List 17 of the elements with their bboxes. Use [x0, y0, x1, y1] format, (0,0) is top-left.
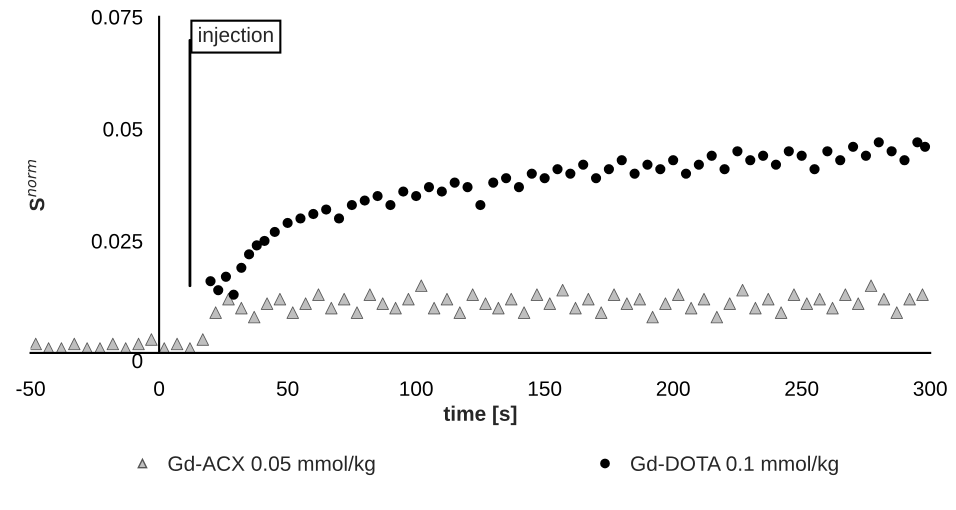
ref-line-label: injection	[199, 26, 273, 46]
legend-label: Gd-ACX 0.05 mmol/kg	[168, 456, 375, 476]
legend-label: Gd-DOTA 0.1 mmol/kg	[631, 456, 838, 476]
x-tick-label: -50	[16, 381, 45, 396]
x-tick-label: 250	[785, 381, 818, 396]
x-tick-label: 100	[400, 381, 433, 396]
y-tick-label: 0	[132, 353, 142, 368]
x-tick-label: 200	[656, 381, 690, 396]
y-tick-label: 0.025	[92, 234, 142, 249]
x-tick-label: 50	[276, 381, 298, 396]
y-tick-label: 0.05	[103, 122, 142, 137]
x-tick-label: 0	[154, 381, 164, 396]
y-axis-title: S$^{norm}$	[28, 160, 44, 211]
x-tick-label: 150	[528, 381, 562, 396]
x-tick-label: 300	[914, 381, 947, 396]
x-axis-title: time [s]	[444, 406, 516, 426]
y-tick-label: 0.075	[92, 10, 142, 25]
